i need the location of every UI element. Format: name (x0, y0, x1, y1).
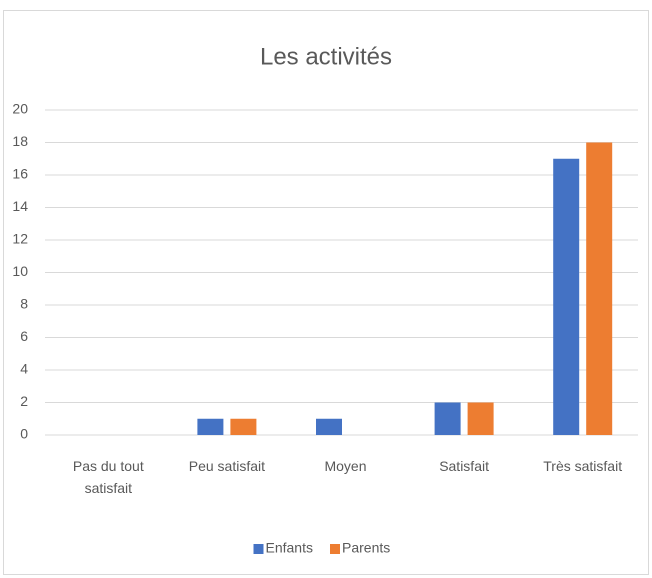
y-tick-label: 18 (12, 133, 28, 149)
x-tick-label: Très satisfait (543, 458, 623, 474)
x-tick-label: Pas du tout satisfait (72, 458, 144, 496)
bar (467, 402, 494, 435)
chart-border (3, 10, 649, 575)
bar (316, 418, 342, 435)
bar (197, 418, 224, 435)
y-tick-label: 6 (20, 328, 28, 344)
chart-title: Les activités (260, 43, 392, 70)
y-tick-label: 20 (12, 101, 28, 117)
legend-swatch (330, 544, 340, 554)
y-tick-label: 2 (20, 393, 28, 409)
bar (230, 418, 257, 435)
y-tick-label: 0 (20, 426, 28, 442)
x-tick-label: Moyen (324, 458, 367, 474)
bar (553, 158, 580, 435)
y-tick-label: 4 (20, 361, 28, 377)
legend-swatch (253, 544, 264, 554)
bar (586, 142, 613, 435)
legend-label: Parents (342, 540, 390, 556)
x-tick-label: Peu satisfait (188, 458, 266, 474)
legend-label: Enfants (266, 540, 313, 556)
y-tick-label: 14 (12, 198, 28, 214)
y-tick-label: 12 (12, 231, 28, 247)
y-tick-label: 10 (12, 263, 28, 279)
bar (434, 402, 461, 435)
y-tick-label: 16 (12, 166, 28, 182)
y-tick-label: 8 (20, 296, 28, 312)
x-tick-label: Satisfait (439, 458, 489, 474)
